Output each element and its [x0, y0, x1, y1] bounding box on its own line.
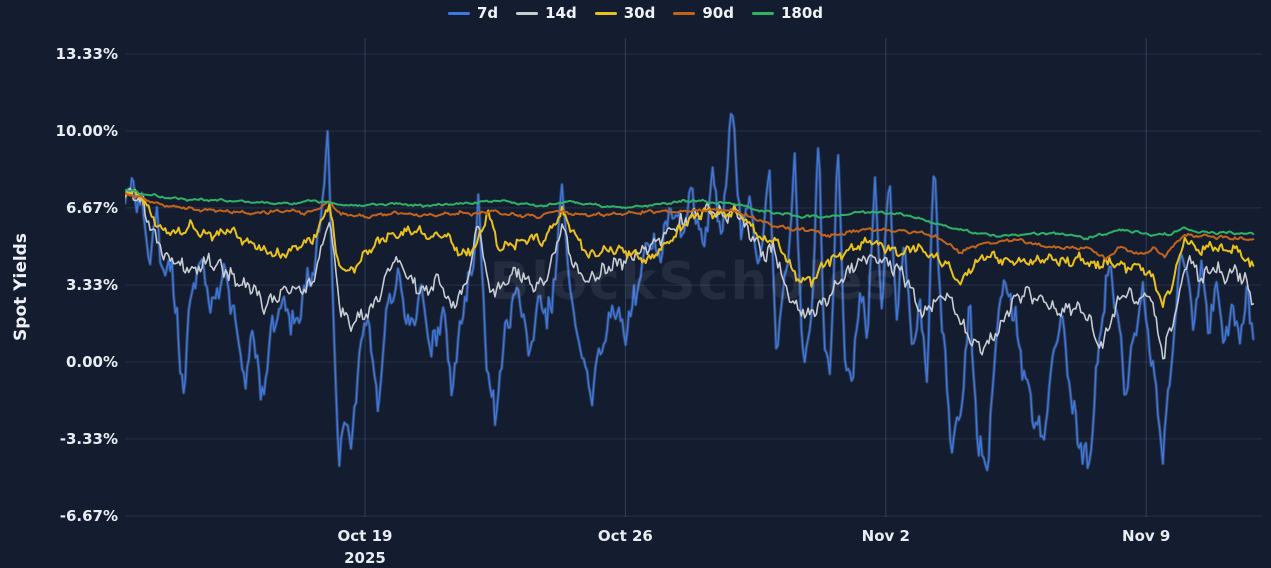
legend-swatch-90d-icon: [673, 11, 696, 15]
y-tick-13_33: 13.33%: [55, 45, 118, 64]
series-line-30d: [125, 188, 1255, 308]
legend-item-14d[interactable]: 14d: [516, 3, 577, 23]
y-tick-neg3_33: -3.33%: [59, 429, 118, 448]
legend: 7d 14d 30d 90d 180d: [0, 3, 1271, 23]
y-tick-10_00: 10.00%: [55, 122, 118, 140]
legend-swatch-180d-icon: [752, 11, 774, 15]
legend-label-30d: 30d: [623, 4, 656, 22]
y-tick-3_33: 3.33%: [65, 276, 118, 295]
legend-label-7d: 7d: [476, 4, 499, 22]
x-axis-year: 2025: [344, 549, 386, 567]
legend-label-14d: 14d: [545, 4, 577, 22]
series-line-7d: [125, 113, 1254, 471]
series-line-90d: [125, 191, 1255, 261]
series-line-180d: [125, 189, 1255, 241]
series-line-14d: [125, 187, 1255, 360]
legend-item-30d[interactable]: 30d: [594, 3, 656, 23]
legend-item-90d[interactable]: 90d: [673, 3, 734, 23]
x-tick-oct19: Oct 19: [337, 527, 393, 545]
y-tick-6_67: 6.67%: [65, 198, 118, 217]
y-tick-0_00: 0.00%: [65, 353, 118, 371]
gridlines: [125, 38, 1262, 517]
legend-label-90d: 90d: [702, 4, 734, 22]
series-lines: [125, 112, 1255, 472]
series-glow-7d: [125, 112, 1255, 472]
x-tick-nov9: Nov 9: [1122, 527, 1171, 545]
legend-swatch-7d-icon: [447, 11, 470, 15]
legend-item-7d[interactable]: 7d: [447, 3, 499, 23]
x-tick-oct26: Oct 26: [597, 527, 653, 545]
y-tick-neg6_67: -6.67%: [59, 507, 118, 526]
legend-label-180d: 180d: [781, 4, 824, 22]
legend-swatch-14d-icon: [516, 11, 539, 15]
legend-item-180d[interactable]: 180d: [752, 3, 823, 23]
legend-swatch-30d-icon: [594, 11, 617, 15]
x-tick-nov2: Nov 2: [861, 527, 910, 545]
